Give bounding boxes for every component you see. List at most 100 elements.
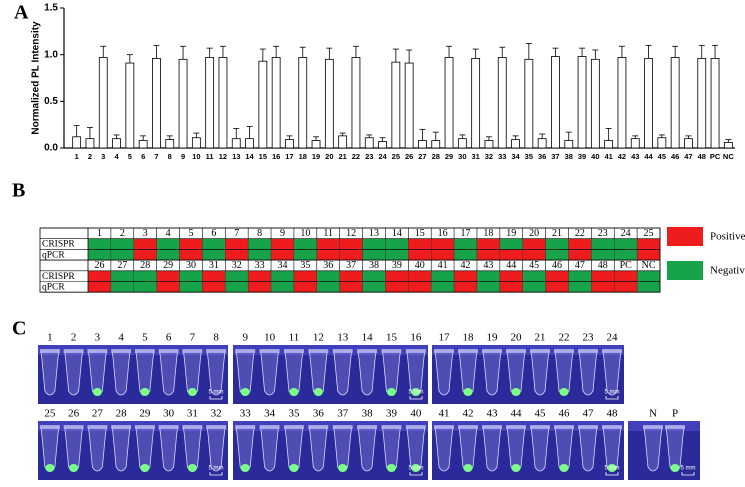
result-cell — [385, 270, 409, 282]
tube — [159, 426, 179, 472]
y-tick-label: 0.0 — [44, 143, 58, 154]
x-tick-label: 3 — [101, 152, 105, 161]
result-cell — [179, 249, 203, 261]
bar — [152, 58, 161, 149]
legend-label: Negative — [710, 265, 745, 277]
column-header: 41 — [438, 260, 448, 271]
column-header: 28 — [140, 260, 150, 271]
tube-cap — [554, 349, 574, 353]
tube-label: P — [672, 408, 678, 420]
tube-label: 8 — [213, 332, 219, 344]
tube-cap — [554, 425, 574, 429]
tube-cap — [665, 425, 685, 429]
x-tick-label: 16 — [272, 152, 280, 161]
tube-label: 36 — [313, 408, 325, 420]
x-tick-label: 25 — [392, 152, 400, 161]
tube-label: 7 — [190, 332, 196, 344]
result-cell — [225, 238, 249, 250]
result-cell — [545, 270, 569, 282]
fluorescence — [187, 388, 197, 396]
tube — [159, 350, 179, 396]
tube-cap — [506, 349, 526, 353]
column-header: 38 — [369, 260, 379, 271]
column-header: 24 — [621, 228, 631, 239]
fluorescence — [386, 388, 396, 396]
bar — [497, 57, 507, 149]
y-tick-label: 0.5 — [44, 96, 58, 107]
bar — [418, 140, 427, 149]
tube-label: 5 — [142, 332, 148, 344]
tube-cap — [458, 349, 478, 353]
result-cell — [431, 238, 455, 250]
x-tick-label: 6 — [141, 152, 145, 161]
result-cell — [408, 249, 432, 261]
result-cell — [339, 281, 363, 293]
tube-cap — [482, 425, 502, 429]
fluorescence — [670, 464, 680, 472]
column-header: 7 — [234, 228, 239, 239]
result-cell — [133, 270, 157, 282]
result-cell — [385, 238, 409, 250]
tube — [111, 350, 131, 396]
x-tick-label: 14 — [245, 152, 254, 161]
bar — [710, 58, 720, 149]
tube — [434, 426, 454, 472]
row-label: CRISPR — [42, 240, 75, 250]
x-tick-label: 7 — [154, 152, 158, 161]
x-tick-label: 32 — [485, 152, 493, 161]
tube — [434, 350, 454, 396]
tube-cap — [578, 349, 598, 353]
panel-label: B — [12, 180, 25, 202]
column-header: 43 — [483, 260, 493, 271]
tube-cap — [434, 425, 454, 429]
x-tick-label: 34 — [511, 152, 520, 161]
fluorescence — [289, 464, 299, 472]
tube-cap — [308, 425, 329, 429]
x-tick-label: 47 — [684, 152, 692, 161]
tube-cap — [578, 425, 598, 429]
legend-label: Positive — [710, 231, 745, 243]
bar — [165, 139, 175, 149]
bar — [191, 137, 201, 149]
fluorescence — [559, 388, 569, 396]
row-label: qPCR — [42, 283, 65, 293]
tube — [40, 350, 60, 396]
result-cell — [614, 281, 638, 293]
column-header: 1 — [97, 228, 102, 239]
result-cell — [614, 249, 638, 261]
tube — [530, 350, 550, 396]
result-cell — [636, 270, 661, 282]
tube-cap — [602, 425, 622, 429]
photo: 5 mm — [432, 345, 624, 404]
tube-label: 47 — [583, 408, 595, 420]
x-tick-label: 11 — [206, 152, 214, 161]
tube-cap — [87, 425, 108, 429]
result-cell — [133, 238, 157, 250]
fluorescence — [92, 388, 102, 396]
bar — [524, 58, 534, 149]
column-header: PC — [620, 260, 633, 271]
bar — [298, 57, 308, 149]
column-header: 37 — [346, 260, 356, 271]
tube-cap — [283, 425, 304, 429]
y-axis-label: Normalized PL Intensity — [31, 21, 42, 135]
tube-cap — [434, 349, 454, 353]
tube-label: 28 — [116, 408, 128, 420]
tube-label: 19 — [487, 332, 499, 344]
result-cell — [339, 249, 363, 261]
fluorescence — [289, 388, 299, 396]
photo: 5 mm — [432, 421, 624, 480]
fluorescence — [511, 388, 521, 396]
bar — [657, 137, 667, 149]
scale-bar — [605, 396, 619, 400]
x-tick-label: 23 — [365, 152, 373, 161]
tube-label: 16 — [410, 332, 422, 344]
column-header: 40 — [415, 260, 425, 271]
bar — [285, 139, 294, 149]
tube-label: 34 — [264, 408, 276, 420]
fluorescence — [140, 464, 150, 472]
tube — [206, 350, 226, 396]
fluorescence — [386, 464, 396, 472]
x-tick-label: 1 — [75, 152, 79, 161]
result-cell — [568, 238, 592, 250]
